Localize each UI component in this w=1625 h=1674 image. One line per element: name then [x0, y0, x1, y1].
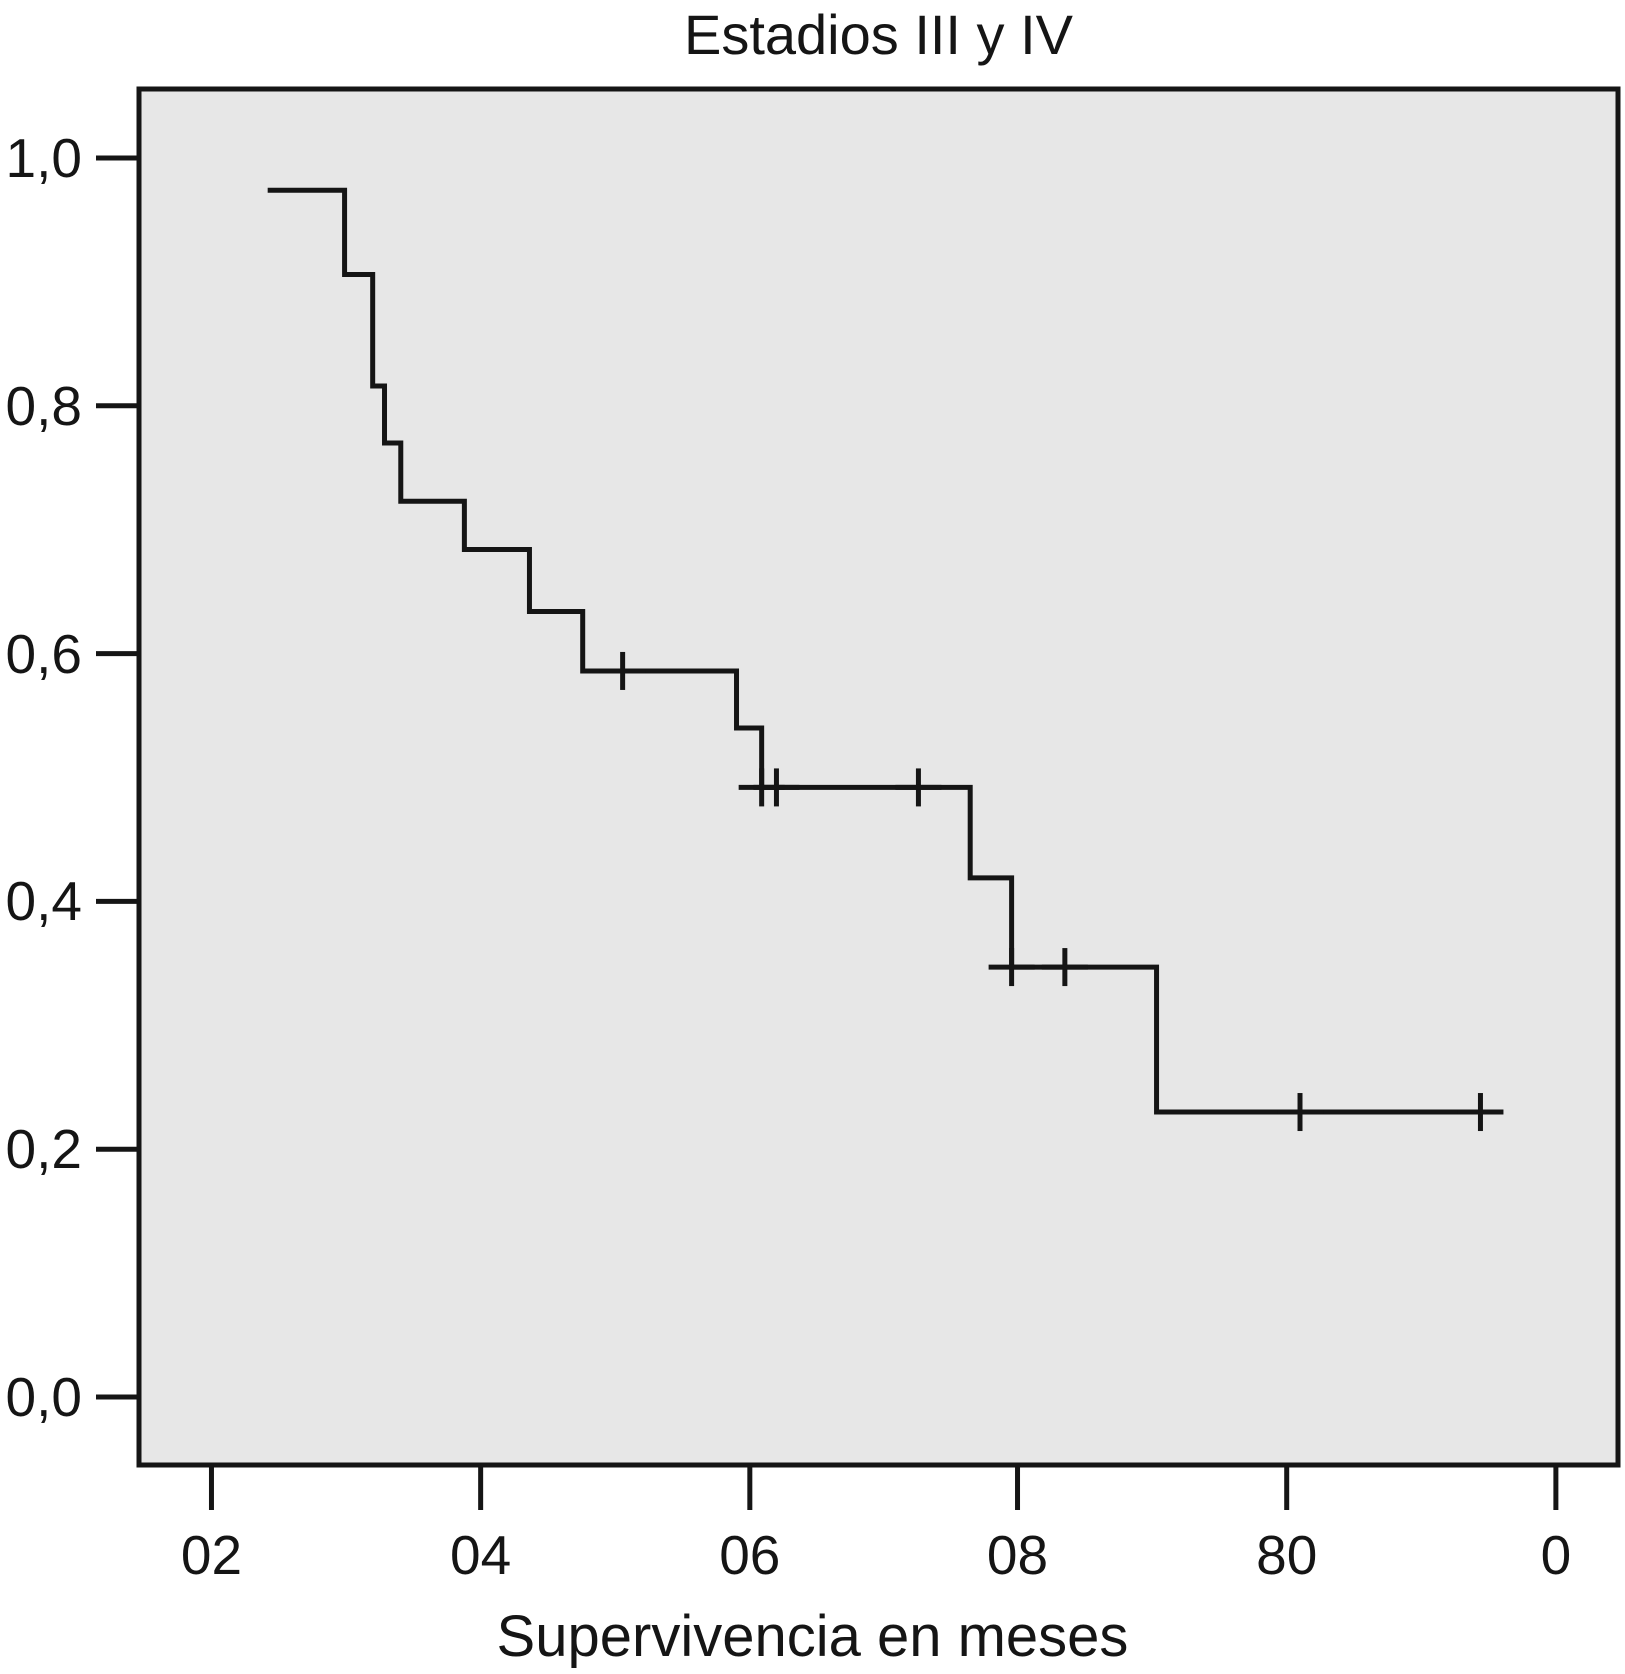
- x-tick-label: 80: [1256, 1524, 1318, 1586]
- x-tick-label: 04: [450, 1524, 512, 1586]
- y-tick-label: 0,4: [5, 870, 82, 933]
- survival-curve: [267, 187, 1499, 1115]
- y-tick-label: 1,0: [5, 127, 82, 189]
- y-tick-label: 0,6: [5, 622, 82, 685]
- x-tick-label: 0: [1540, 1524, 1572, 1586]
- x-tick-label: 06: [719, 1524, 781, 1586]
- y-tick-label: 0,0: [5, 1366, 82, 1428]
- plot-area: [136, 86, 1621, 1468]
- x-tick-label: 08: [986, 1524, 1049, 1586]
- x-tick-label: 02: [180, 1524, 243, 1586]
- y-tick-label: 0,2: [5, 1118, 82, 1181]
- x-axis-title: Supervivencia en meses: [496, 1604, 1129, 1669]
- chart-title: Estadios III y IV: [683, 3, 1074, 66]
- y-tick-label: 0,8: [5, 374, 82, 437]
